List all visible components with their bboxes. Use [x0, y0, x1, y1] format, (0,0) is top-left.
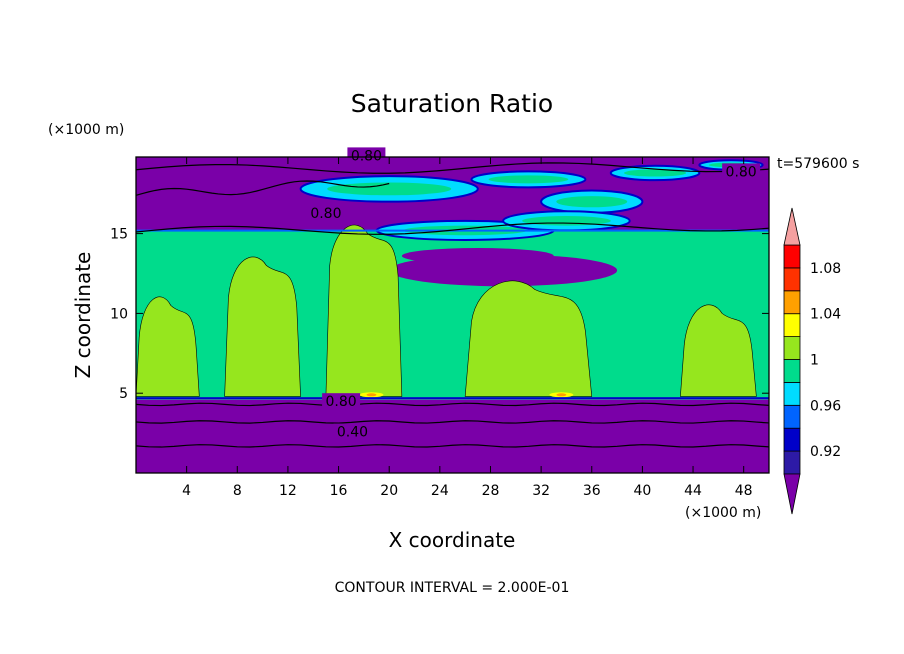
colorbar-label: 1.08: [810, 261, 841, 277]
moist-core: [556, 196, 628, 208]
dry-tongue: [401, 247, 554, 264]
contour-label-bg: [722, 163, 761, 179]
y-unit-label: (×1000 m): [48, 122, 124, 138]
moist-core: [327, 182, 452, 196]
y-axis-label: Z coordinate: [71, 252, 95, 379]
colorbar-top-arrow: [783, 207, 801, 246]
contour-label-group: 0.80: [722, 163, 761, 180]
contour-line: [135, 420, 770, 424]
x-tick-label: 12: [279, 483, 297, 499]
x-tick-label: 36: [583, 483, 601, 499]
colorbar-band: [783, 267, 801, 292]
x-tick-label: 32: [532, 483, 550, 499]
moist-plume: [224, 256, 301, 397]
moist-plume: [464, 280, 593, 397]
contour-label-bg: [347, 147, 386, 163]
colorbar-band: [783, 404, 801, 429]
high-sat-spot: [366, 393, 377, 397]
moist-plume: [325, 224, 403, 397]
x-tick-label: 44: [684, 483, 702, 499]
moist-core: [624, 169, 687, 177]
moist-plume: [680, 304, 757, 397]
plot-frame: [135, 156, 770, 474]
contour-label-bg: [322, 393, 361, 409]
plot-area: 0.80 0.80 0.80 0.80 0.40: [135, 147, 770, 474]
contour-line: [135, 444, 770, 448]
contour-line: [135, 222, 770, 235]
x-tick-label: 40: [633, 483, 651, 499]
boundary-strip: [136, 397, 769, 400]
contour-interval-note: CONTOUR INTERVAL = 2.000E-01: [335, 580, 570, 596]
chart-title: Saturation Ratio: [351, 89, 553, 118]
x-tick-label: 28: [482, 483, 500, 499]
x-axis: 4 8 12 16 20 24 28 32 36 40 44 48: [182, 157, 753, 499]
y-tick-label: 10: [110, 306, 128, 322]
high-sat-spot: [556, 393, 567, 397]
x-tick-label: 4: [182, 483, 191, 499]
layer-lower: [136, 399, 769, 473]
colorbar-band: [783, 359, 801, 383]
colorbar-band: [783, 381, 801, 406]
x-tick-label: 48: [735, 483, 753, 499]
x-unit-label: (×1000 m): [685, 505, 761, 521]
x-tick-label: 20: [380, 483, 398, 499]
colorbar-label: 1: [810, 353, 819, 369]
contour-label-bg: [306, 204, 345, 220]
colorbar-label: 1.04: [810, 307, 841, 323]
contour-label-group: 0.40: [333, 423, 372, 441]
colorbar-bottom-arrow: [783, 473, 801, 515]
y-tick-label: 15: [110, 227, 128, 243]
contour-label: 0.80: [726, 164, 757, 180]
colorbar-band: [783, 290, 801, 315]
contour-label-group: 0.80: [322, 393, 361, 410]
moist-plume: [135, 296, 200, 397]
x-tick-label: 8: [233, 483, 242, 499]
colorbar-band: [783, 450, 801, 475]
x-tick-label: 16: [330, 483, 348, 499]
contour-label-bg: [333, 423, 372, 439]
y-axis: 5 10 15: [110, 227, 769, 402]
colorbar-band: [783, 336, 801, 360]
contour-line: [135, 162, 770, 174]
contour-label-group: 0.80: [306, 204, 345, 222]
colorbar-band: [783, 427, 801, 452]
contour-label-group: 0.80: [347, 147, 386, 164]
colorbar-band: [783, 313, 801, 338]
contour-label: 0.80: [310, 206, 341, 222]
contour-label: 0.40: [337, 425, 368, 441]
colorbar-label: 0.96: [810, 398, 841, 414]
x-tick-label: 24: [431, 483, 449, 499]
colorbar: 1.08 1.04 1 0.96 0.92: [783, 207, 841, 515]
y-tick-label: 5: [119, 386, 128, 402]
time-label: t=579600 s: [777, 156, 859, 172]
contour-label: 0.80: [326, 394, 357, 410]
contour-line: [135, 402, 770, 407]
moist-core: [488, 175, 569, 184]
x-axis-label: X coordinate: [389, 528, 516, 552]
colorbar-band: [783, 244, 801, 269]
colorbar-label: 0.92: [810, 444, 841, 460]
contour-line: [135, 180, 390, 196]
